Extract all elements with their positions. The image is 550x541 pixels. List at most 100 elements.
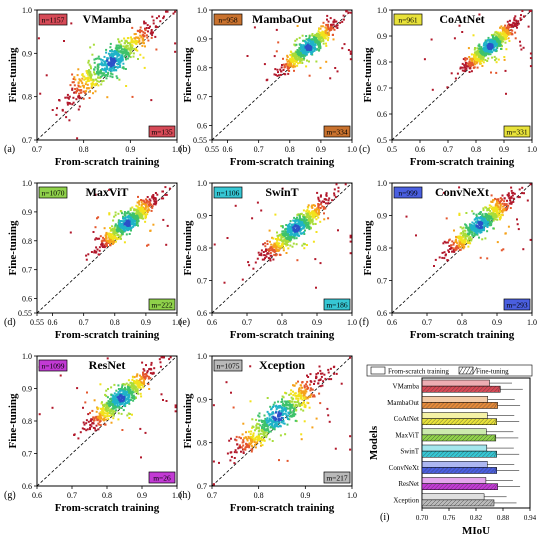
data-point <box>110 397 113 400</box>
data-point <box>98 76 101 79</box>
m-badge-label: m=334 <box>326 128 348 137</box>
data-point <box>122 67 125 70</box>
data-point <box>96 68 99 71</box>
data-point <box>246 438 249 441</box>
data-point <box>264 242 266 245</box>
data-point <box>509 207 512 209</box>
data-point <box>488 207 491 209</box>
data-point <box>454 77 457 80</box>
data-point <box>325 192 328 195</box>
data-point <box>299 61 302 64</box>
data-point <box>128 385 131 388</box>
data-point <box>477 225 480 228</box>
data-point <box>144 29 147 32</box>
data-point <box>304 40 306 43</box>
data-point <box>272 244 275 247</box>
data-point <box>455 247 457 250</box>
data-point <box>81 73 84 76</box>
data-point <box>306 209 309 212</box>
m-badge-label: m=26 <box>153 474 171 483</box>
data-point <box>301 402 304 405</box>
panel-title: ResNet <box>89 358 126 372</box>
data-point <box>307 204 310 207</box>
data-point <box>102 236 104 239</box>
data-point <box>129 209 132 211</box>
data-point <box>464 63 467 66</box>
data-point <box>320 372 322 375</box>
data-point <box>342 14 345 17</box>
data-point <box>460 238 463 241</box>
data-point <box>309 220 312 223</box>
data-point <box>306 45 309 47</box>
data-point <box>89 65 92 68</box>
data-point <box>325 194 328 197</box>
data-point <box>123 214 126 217</box>
data-point <box>105 64 108 67</box>
data-point <box>471 226 474 228</box>
data-point <box>299 384 302 387</box>
data-point <box>128 402 131 405</box>
data-point <box>459 248 462 251</box>
data-point <box>98 237 101 240</box>
data-point <box>281 230 284 233</box>
data-point <box>147 203 150 206</box>
data-point <box>480 217 483 220</box>
data-point <box>495 214 497 217</box>
data-point <box>131 215 134 218</box>
data-point <box>146 211 149 213</box>
data-point <box>267 252 270 255</box>
data-point <box>93 249 96 252</box>
data-point <box>279 434 282 437</box>
data-point <box>310 380 313 383</box>
scatter-panel-e: 0.60.60.70.70.80.80.90.91.01.0SwinTn=110… <box>179 179 357 341</box>
scatter-points <box>423 10 532 95</box>
y-tick-label: 0.9 <box>377 212 387 221</box>
data-point <box>322 206 325 209</box>
x-tick-label: 0.8 <box>277 318 287 327</box>
panel-letter: (d) <box>4 317 16 328</box>
data-point <box>458 24 461 27</box>
data-point <box>495 198 498 201</box>
data-point <box>261 429 264 432</box>
data-point <box>85 422 88 425</box>
data-point <box>302 396 305 399</box>
data-point <box>459 241 462 244</box>
y-tick-label: 1.0 <box>22 6 32 15</box>
data-point <box>311 426 314 429</box>
data-point <box>289 233 291 236</box>
data-point <box>122 215 124 218</box>
data-point <box>319 31 321 34</box>
data-point <box>515 21 518 24</box>
data-point <box>529 57 532 60</box>
data-point <box>305 383 308 386</box>
x-tick-label: 0.9 <box>125 145 135 154</box>
data-point <box>269 240 271 243</box>
reference-line <box>36 182 178 314</box>
data-point <box>146 24 149 27</box>
data-point <box>469 65 472 68</box>
data-point <box>507 23 510 26</box>
data-point <box>441 251 444 254</box>
data-point <box>104 67 107 70</box>
data-point <box>529 238 532 241</box>
data-point <box>136 205 139 208</box>
data-point <box>520 48 523 51</box>
data-point <box>127 386 130 389</box>
data-point <box>110 403 113 406</box>
data-point <box>294 39 297 42</box>
data-point <box>265 429 268 432</box>
data-point <box>308 49 311 51</box>
data-point <box>290 223 293 226</box>
data-point <box>451 250 454 253</box>
data-point <box>510 201 513 204</box>
data-point <box>76 74 79 77</box>
data-point <box>488 220 491 223</box>
data-point <box>301 386 303 389</box>
data-point <box>510 33 513 36</box>
reference-line <box>211 182 353 314</box>
y-tick-label: 1.0 <box>377 6 387 15</box>
x-tick-label: 0.7 <box>79 318 89 327</box>
data-point <box>123 211 126 213</box>
data-point <box>96 217 98 220</box>
data-point <box>256 422 259 425</box>
